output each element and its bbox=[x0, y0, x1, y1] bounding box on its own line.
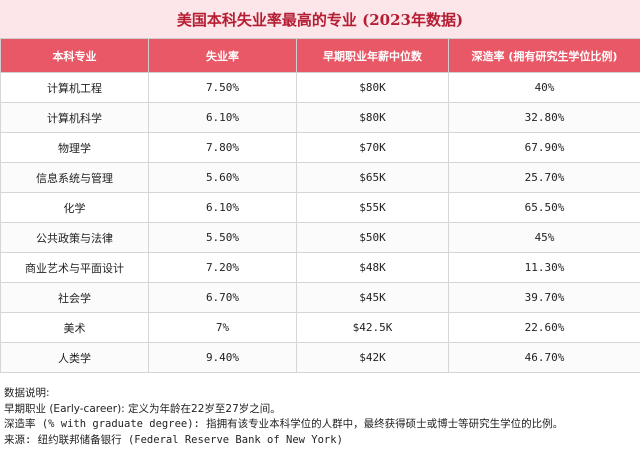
header-major: 本科专业 bbox=[0, 38, 149, 73]
cell-grad-rate: 39.70% bbox=[448, 282, 640, 313]
cell-grad-rate: 25.70% bbox=[448, 162, 640, 193]
cell-unemployment: 7.80% bbox=[148, 132, 297, 163]
note-source: 来源: 纽约联邦储备银行 (Federal Reserve Bank of Ne… bbox=[4, 433, 343, 446]
cell-major: 美术 bbox=[0, 312, 149, 343]
cell-unemployment: 5.60% bbox=[148, 162, 297, 193]
cell-grad-rate: 22.60% bbox=[448, 312, 640, 343]
table-header-row: 本科专业 失业率 早期职业年薪中位数 深造率 (拥有研究生学位比例) bbox=[0, 38, 640, 73]
cell-grad-rate: 67.90% bbox=[448, 132, 640, 163]
cell-grad-rate: 65.50% bbox=[448, 192, 640, 223]
cell-grad-rate: 11.30% bbox=[448, 252, 640, 283]
cell-major: 计算机工程 bbox=[0, 72, 149, 103]
header-unemployment: 失业率 bbox=[148, 38, 297, 73]
data-notes: 数据说明: 早期职业 (Early-career): 定义为年龄在22岁至27岁… bbox=[4, 386, 636, 448]
cell-grad-rate: 45% bbox=[448, 222, 640, 253]
cell-unemployment: 7% bbox=[148, 312, 297, 343]
table-row: 信息系统与管理 5.60% $65K 25.70% bbox=[0, 162, 640, 193]
cell-unemployment: 6.10% bbox=[148, 102, 297, 133]
table-row: 计算机科学 6.10% $80K 32.80% bbox=[0, 102, 640, 133]
cell-major: 人类学 bbox=[0, 342, 149, 373]
cell-unemployment: 5.50% bbox=[148, 222, 297, 253]
cell-major: 计算机科学 bbox=[0, 102, 149, 133]
cell-unemployment: 7.20% bbox=[148, 252, 297, 283]
cell-salary: $65K bbox=[296, 162, 449, 193]
table-row: 社会学 6.70% $45K 39.70% bbox=[0, 282, 640, 313]
cell-major: 信息系统与管理 bbox=[0, 162, 149, 193]
cell-major: 物理学 bbox=[0, 132, 149, 163]
cell-salary: $80K bbox=[296, 102, 449, 133]
table-row: 化学 6.10% $55K 65.50% bbox=[0, 192, 640, 223]
cell-unemployment: 9.40% bbox=[148, 342, 297, 373]
table-row: 物理学 7.80% $70K 67.90% bbox=[0, 132, 640, 163]
table-row: 计算机工程 7.50% $80K 40% bbox=[0, 72, 640, 103]
cell-salary: $55K bbox=[296, 192, 449, 223]
note-grad-rate: 深造率 (% with graduate degree): 指拥有该专业本科学位… bbox=[4, 418, 564, 430]
cell-salary: $48K bbox=[296, 252, 449, 283]
note-early-career: 早期职业 (Early-career): 定义为年龄在22岁至27岁之间。 bbox=[4, 402, 281, 415]
table-row: 公共政策与法律 5.50% $50K 45% bbox=[0, 222, 640, 253]
cell-major: 化学 bbox=[0, 192, 149, 223]
cell-unemployment: 6.10% bbox=[148, 192, 297, 223]
cell-salary: $50K bbox=[296, 222, 449, 253]
cell-salary: $42.5K bbox=[296, 312, 449, 343]
table-row: 商业艺术与平面设计 7.20% $48K 11.30% bbox=[0, 252, 640, 283]
cell-major: 商业艺术与平面设计 bbox=[0, 252, 149, 283]
header-salary: 早期职业年薪中位数 bbox=[296, 38, 449, 73]
cell-salary: $70K bbox=[296, 132, 449, 163]
notes-heading: 数据说明: bbox=[4, 387, 50, 399]
cell-grad-rate: 40% bbox=[448, 72, 640, 103]
cell-grad-rate: 32.80% bbox=[448, 102, 640, 133]
cell-unemployment: 7.50% bbox=[148, 72, 297, 103]
cell-salary: $80K bbox=[296, 72, 449, 103]
table-row: 人类学 9.40% $42K 46.70% bbox=[0, 342, 640, 373]
cell-salary: $45K bbox=[296, 282, 449, 313]
majors-table: 本科专业 失业率 早期职业年薪中位数 深造率 (拥有研究生学位比例) 计算机工程… bbox=[0, 38, 640, 373]
cell-salary: $42K bbox=[296, 342, 449, 373]
header-grad-rate: 深造率 (拥有研究生学位比例) bbox=[448, 38, 640, 73]
page-title: 美国本科失业率最高的专业 (2023年数据) bbox=[0, 0, 640, 38]
cell-major: 社会学 bbox=[0, 282, 149, 313]
cell-grad-rate: 46.70% bbox=[448, 342, 640, 373]
cell-major: 公共政策与法律 bbox=[0, 222, 149, 253]
table-row: 美术 7% $42.5K 22.60% bbox=[0, 312, 640, 343]
cell-unemployment: 6.70% bbox=[148, 282, 297, 313]
